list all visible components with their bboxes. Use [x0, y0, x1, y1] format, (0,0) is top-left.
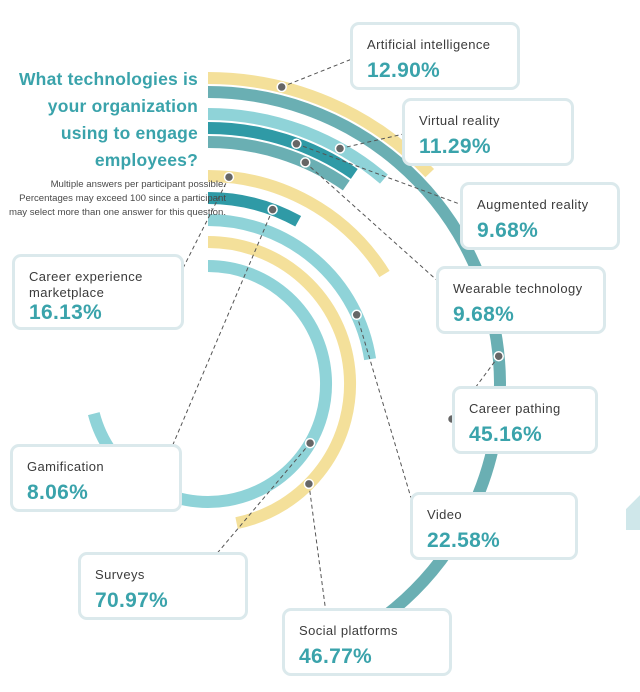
leader-dot [334, 143, 346, 154]
radial-bar-career-pathing [207, 86, 506, 669]
leader-dot [300, 157, 311, 168]
category-label: Artificial intelligence [367, 37, 491, 52]
label-card-gamification: Gamification 8.06% [10, 444, 182, 512]
radial-bar-gamification [207, 191, 302, 227]
category-label: Augmented reality [477, 197, 589, 212]
value-label: 16.13% [29, 301, 103, 324]
radial-bar-video [207, 214, 377, 361]
label-card-video: Video 22.58% [410, 492, 578, 560]
label-card-career-pathing: Career pathing 45.16% [452, 386, 598, 454]
label-card-wearable-technology: Wearable technology 9.68% [436, 266, 606, 334]
leader-dot [304, 437, 316, 449]
leader-line [304, 162, 441, 284]
radial-bar-virtual-reality [207, 108, 388, 184]
leader-dot [291, 138, 302, 150]
leader-line [339, 132, 409, 149]
leader-dot [493, 350, 504, 362]
label-card-augmented-reality: Augmented reality 9.68% [460, 182, 620, 250]
leader-dot [223, 171, 235, 183]
corner-decoration [626, 480, 640, 530]
leader-line [281, 56, 358, 88]
chart-title: What technologies is your organization u… [18, 69, 198, 170]
leader-dot [267, 204, 278, 215]
category-label: Virtual reality [419, 113, 500, 128]
radial-bar-wearable-technology [207, 136, 350, 191]
leader-line [296, 143, 466, 207]
leader-dot [351, 309, 362, 321]
value-label: 45.16% [469, 423, 543, 446]
label-card-artificial-intelligence: Artificial intelligence 12.90% [350, 22, 520, 90]
leader-line [165, 209, 274, 462]
label-card-career-experience-marketplace: Career experience marketplace 16.13% [12, 254, 184, 330]
value-label: 70.97% [95, 589, 169, 612]
value-label: 22.58% [427, 529, 501, 552]
value-label: 9.68% [477, 219, 539, 242]
category-label: Career pathing [469, 401, 561, 416]
category-label: Surveys [95, 567, 145, 582]
value-label: 8.06% [27, 481, 89, 504]
category-label: Video [427, 507, 463, 522]
category-label: Gamification [27, 459, 105, 474]
label-card-social-platforms: Social platforms 46.77% [282, 608, 452, 676]
category-label: Wearable technology [453, 281, 583, 296]
value-label: 9.68% [453, 303, 515, 326]
leader-dot [276, 81, 287, 93]
radial-bar-career-experience-marketplace [207, 170, 390, 278]
label-card-surveys: Surveys 70.97% [78, 552, 248, 620]
label-card-virtual-reality: Virtual reality 11.29% [402, 98, 574, 166]
leader-line [213, 442, 311, 558]
category-label: Social platforms [299, 623, 398, 638]
value-label: 12.90% [367, 59, 441, 82]
leader-dot [303, 478, 315, 490]
value-label: 46.77% [299, 645, 373, 668]
radial-bar-augmented-reality [207, 122, 358, 179]
category-label: Career experience marketplace [29, 269, 143, 300]
value-label: 11.29% [419, 135, 491, 158]
leader-line [308, 483, 327, 614]
radial-bar-social-platforms [207, 236, 357, 529]
leader-line [356, 314, 415, 509]
chart-note: Multiple answers per participant possibl… [8, 179, 226, 218]
